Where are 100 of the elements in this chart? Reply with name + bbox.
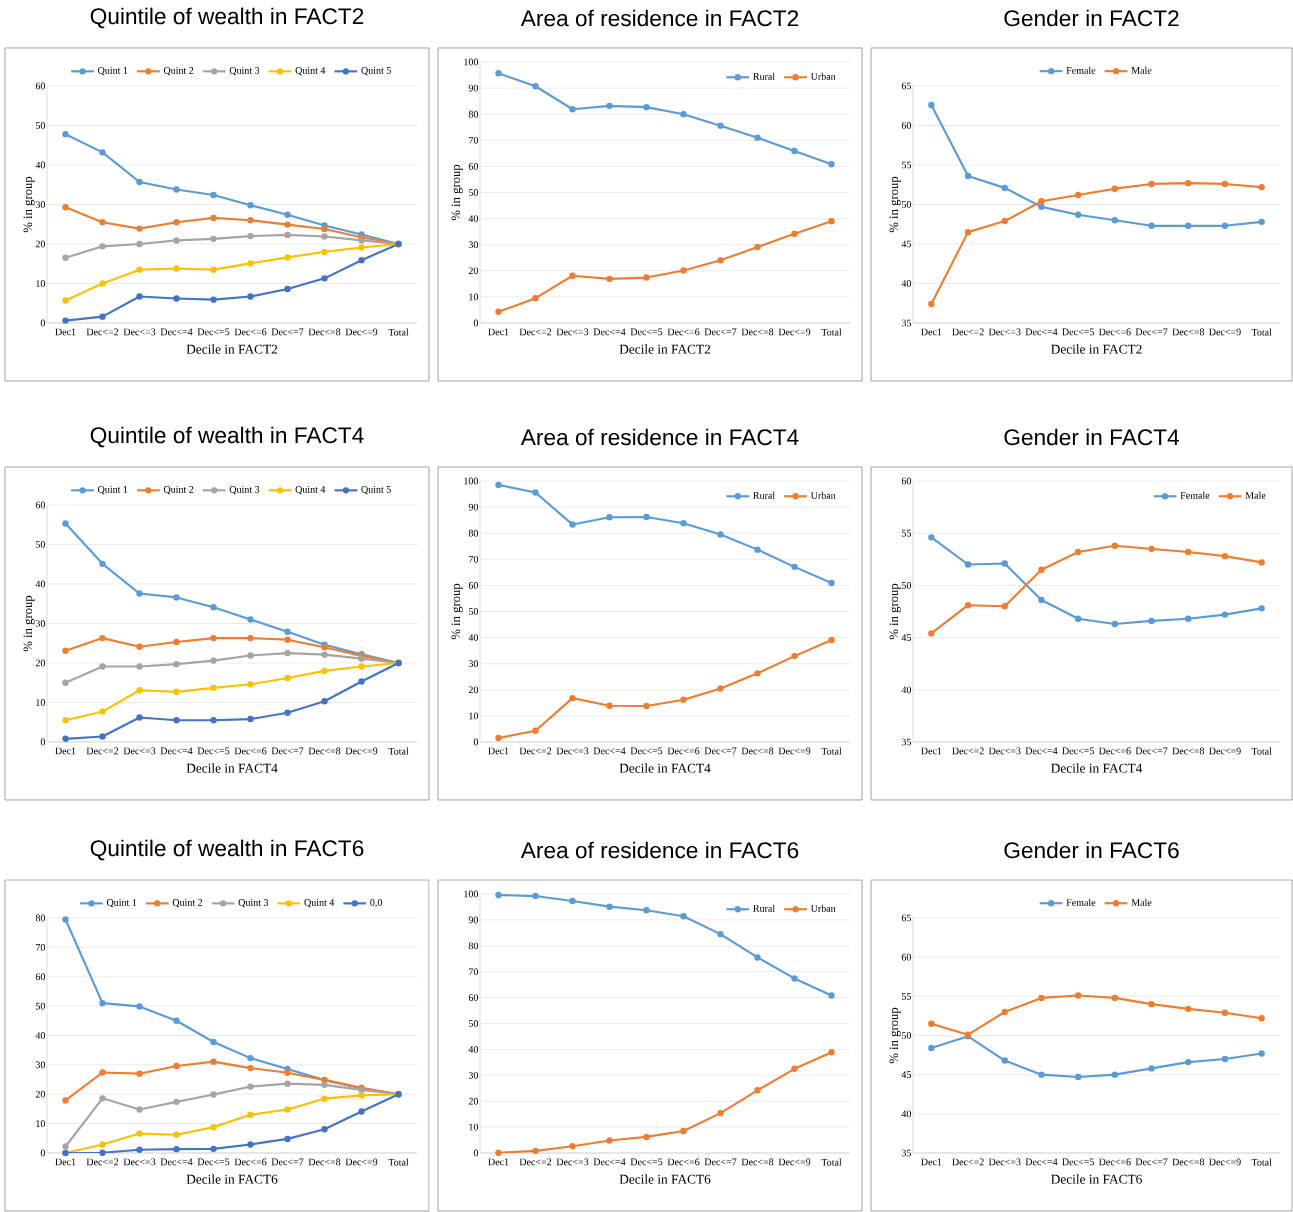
x-tick-label: Dec<=6 xyxy=(667,1158,700,1166)
y-tick-label: 40 xyxy=(35,161,46,169)
y-tick-label: 50 xyxy=(901,1032,912,1039)
x-tick-label: Dec<=7 xyxy=(1135,747,1168,755)
x-tick-label: Dec<=3 xyxy=(123,328,156,336)
y-tick-label: 40 xyxy=(901,1110,912,1118)
x-tick-label: Dec<=6 xyxy=(234,1158,267,1166)
x-tick-label: Dec<=8 xyxy=(308,747,341,755)
x-axis-title: Decile in FACT4 xyxy=(186,763,278,773)
legend-label: Rural xyxy=(753,491,775,499)
y-tick-label: 0 xyxy=(473,738,479,746)
y-tick-label: 0 xyxy=(40,738,46,746)
legend-label: Urban xyxy=(810,72,836,80)
legend-label: Male xyxy=(1131,898,1152,906)
x-tick-label: Dec1 xyxy=(55,1158,76,1166)
legend-label: Quint 1 xyxy=(106,899,137,908)
y-axis-title: % in group xyxy=(23,176,35,233)
x-tick-label: Dec<=5 xyxy=(630,328,663,336)
y-tick-label: 10 xyxy=(36,280,46,287)
x-tick-label: Dec<=3 xyxy=(123,1158,156,1166)
legend-label: Female xyxy=(1180,491,1210,499)
x-tick-label: Dec<=2 xyxy=(519,328,552,336)
x-tick-label: Total xyxy=(1251,328,1272,336)
y-tick-label: 0 xyxy=(473,319,479,327)
y-tick-label: 60 xyxy=(468,994,479,1001)
x-tick-label: Dec<=3 xyxy=(556,747,589,755)
x-tick-label: Dec<=8 xyxy=(741,747,774,755)
x-tick-label: Dec<=3 xyxy=(988,328,1021,336)
y-tick-label: 0 xyxy=(473,1149,479,1157)
legend-label: Quint 2 xyxy=(163,67,194,76)
x-tick-label: Dec<=7 xyxy=(704,328,737,336)
x-tick-label: Dec<=7 xyxy=(271,1158,304,1166)
y-tick-label: 55 xyxy=(901,161,912,169)
y-tick-label: 60 xyxy=(35,82,46,90)
legend-label: Quint 1 xyxy=(98,486,128,495)
x-tick-label: Dec<=5 xyxy=(630,747,663,755)
y-tick-label: 100 xyxy=(464,477,479,485)
y-tick-label: 65 xyxy=(901,82,912,90)
y-tick-label: 50 xyxy=(468,189,479,196)
x-tick-label: Dec<=4 xyxy=(593,1158,626,1166)
y-tick-label: 10 xyxy=(36,1120,46,1127)
x-tick-label: Dec<=3 xyxy=(556,328,589,336)
chart-title: Quintile of wealth in FACT2 xyxy=(90,7,364,29)
x-tick-label: Dec<=5 xyxy=(197,1158,230,1166)
y-tick-label: 80 xyxy=(468,110,479,118)
chart-title: Quintile of wealth in FACT6 xyxy=(90,839,364,861)
x-tick-label: Total xyxy=(821,328,842,336)
x-tick-label: Dec1 xyxy=(921,747,942,755)
legend-label: Quint 3 xyxy=(229,486,260,495)
x-tick-label: Dec<=2 xyxy=(952,1158,984,1166)
x-tick-label: Dec<=8 xyxy=(1172,1158,1205,1166)
x-tick-label: Dec<=6 xyxy=(234,328,267,336)
legend-label: Female xyxy=(1066,898,1096,906)
legend-label: Quint 5 xyxy=(361,486,391,495)
legend-label: Quint 3 xyxy=(229,67,260,76)
x-axis-title: Decile in FACT2 xyxy=(186,344,278,354)
y-tick-label: 20 xyxy=(35,240,46,248)
y-tick-label: 50 xyxy=(35,1002,46,1010)
x-tick-label: Dec1 xyxy=(488,747,509,755)
x-tick-label: Dec<=7 xyxy=(1135,1158,1168,1166)
y-tick-label: 40 xyxy=(35,1032,46,1039)
legend-label: Quint 5 xyxy=(361,67,391,76)
legend-label: Urban xyxy=(810,491,836,499)
y-tick-label: 100 xyxy=(464,890,479,898)
y-tick-label: 20 xyxy=(468,1097,479,1105)
x-tick-label: Total xyxy=(821,1158,842,1166)
y-tick-label: 70 xyxy=(469,136,479,144)
x-tick-label: Dec<=2 xyxy=(86,328,119,336)
x-tick-label: Dec<=8 xyxy=(741,1158,774,1166)
y-tick-label: 35 xyxy=(901,738,912,746)
chart-title: Gender in FACT6 xyxy=(1004,841,1179,859)
y-tick-label: 80 xyxy=(468,529,479,537)
y-tick-label: 20 xyxy=(468,686,479,694)
chart-title: Area of residence in FACT2 xyxy=(520,9,799,27)
x-tick-label: Dec<=2 xyxy=(519,747,552,755)
y-axis-title: % in group xyxy=(451,164,463,221)
legend-label: Quint 4 xyxy=(295,67,326,76)
x-tick-label: Dec<=2 xyxy=(952,328,984,336)
x-tick-label: Dec<=9 xyxy=(345,328,378,336)
x-tick-label: Dec<=6 xyxy=(667,328,700,336)
x-tick-label: Total xyxy=(388,747,409,755)
y-tick-label: 30 xyxy=(468,660,479,668)
y-tick-label: 30 xyxy=(35,201,46,208)
y-tick-label: 0 xyxy=(40,1149,46,1157)
x-tick-label: Dec<=7 xyxy=(704,1158,737,1166)
y-tick-label: 60 xyxy=(901,953,912,961)
x-tick-label: Dec<=8 xyxy=(741,328,774,336)
x-tick-label: Total xyxy=(388,1158,409,1166)
x-tick-label: Dec<=5 xyxy=(197,328,230,336)
y-tick-label: 40 xyxy=(35,580,46,588)
y-tick-label: 70 xyxy=(36,943,46,951)
x-tick-label: Dec<=9 xyxy=(1209,1158,1241,1166)
legend-label: Urban xyxy=(810,904,836,912)
y-tick-label: 60 xyxy=(35,501,46,509)
x-tick-label: Dec<=6 xyxy=(667,747,700,755)
legend-label: 0,0 xyxy=(370,899,382,908)
y-tick-label: 40 xyxy=(901,686,912,694)
y-tick-label: 30 xyxy=(35,620,46,627)
x-tick-label: Total xyxy=(388,328,409,336)
y-tick-label: 80 xyxy=(468,942,479,950)
